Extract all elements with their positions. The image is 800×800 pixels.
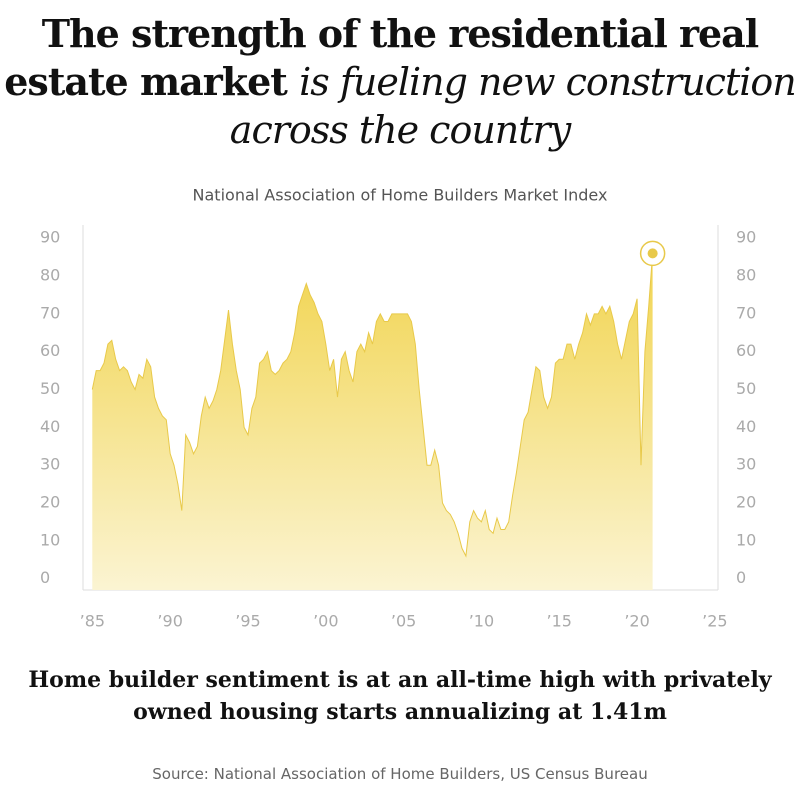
y-tick-label: 50 xyxy=(40,379,60,398)
y2-tick-label: 20 xyxy=(736,493,756,512)
x-tick-label: ’95 xyxy=(235,612,260,631)
y-tick-label: 0 xyxy=(40,568,50,587)
chart-subtitle: National Association of Home Builders Ma… xyxy=(193,186,608,205)
title-bold: The strength of the residential real est… xyxy=(4,11,759,104)
area xyxy=(92,253,653,590)
y2-tick-label: 30 xyxy=(736,455,756,474)
source: Source: National Association of Home Bui… xyxy=(152,765,648,783)
y2-tick-label: 0 xyxy=(736,568,746,587)
x-tick-label: ’05 xyxy=(391,612,416,631)
y-tick-label: 70 xyxy=(40,303,60,322)
y-tick-label: 20 xyxy=(40,493,60,512)
y-tick-label: 40 xyxy=(40,417,60,436)
highlight-dot xyxy=(647,248,658,259)
x-tick-label: ’25 xyxy=(702,612,727,631)
title: The strength of the residential real est… xyxy=(0,10,800,154)
x-tick-label: ’10 xyxy=(469,612,494,631)
caption: Home builder sentiment is at an all-time… xyxy=(28,667,772,725)
y-tick-label: 30 xyxy=(40,455,60,474)
title-italic: is fueling new construction across the c… xyxy=(229,60,797,152)
x-tick-label: ’15 xyxy=(547,612,572,631)
y-tick-label: 90 xyxy=(40,228,60,247)
x-tick-label: ’90 xyxy=(157,612,182,631)
y2-tick-label: 40 xyxy=(736,417,756,436)
y2-tick-label: 70 xyxy=(736,303,756,322)
y-tick-label: 80 xyxy=(40,266,60,285)
x-tick-label: ’20 xyxy=(624,612,649,631)
x-tick-label: ’85 xyxy=(80,612,105,631)
x-tick-label: ’00 xyxy=(313,612,338,631)
y2-tick-label: 60 xyxy=(736,341,756,360)
y2-tick-label: 50 xyxy=(736,379,756,398)
y-tick-label: 60 xyxy=(40,341,60,360)
y-tick-label: 10 xyxy=(40,530,60,549)
line xyxy=(91,253,654,558)
y2-tick-label: 90 xyxy=(736,228,756,247)
y2-tick-label: 10 xyxy=(736,530,756,549)
y2-tick-label: 80 xyxy=(736,266,756,285)
